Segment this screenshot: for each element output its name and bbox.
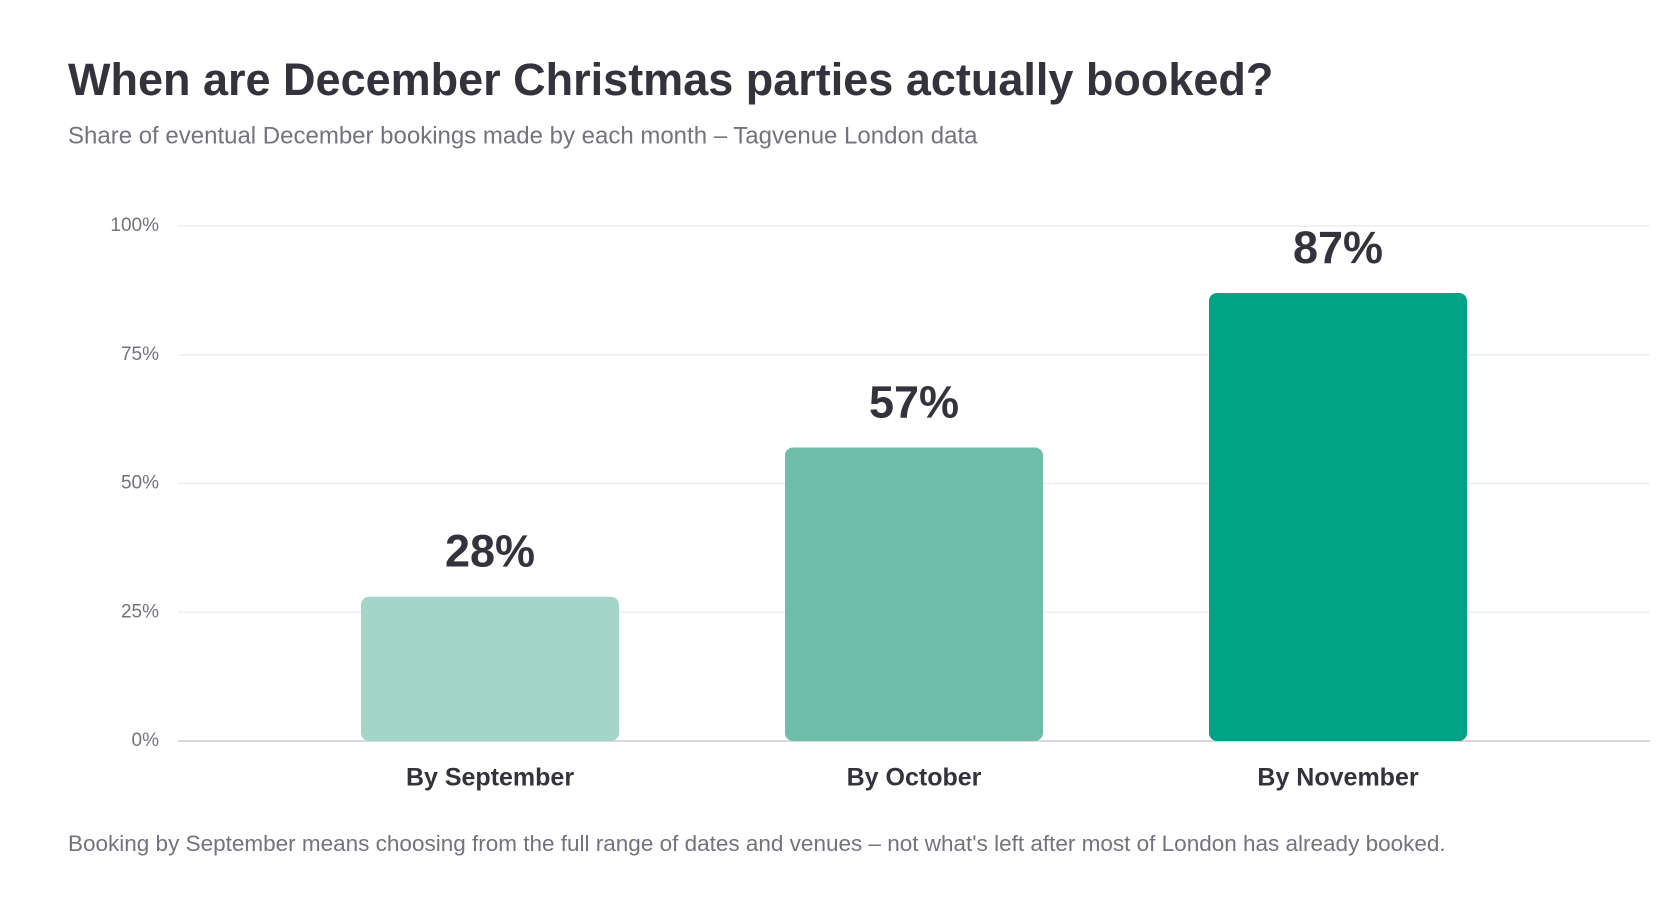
- value-label: 87%: [1293, 222, 1383, 273]
- y-tick-label: 0%: [132, 730, 160, 751]
- bar: [1209, 292, 1467, 741]
- y-tick-label: 100%: [110, 215, 159, 236]
- annotation: Booking by September means choosing from…: [68, 831, 1446, 856]
- y-tick-label: 25%: [121, 601, 159, 622]
- y-tick-label: 75%: [121, 344, 159, 365]
- value-label: 57%: [869, 376, 959, 427]
- chart-title: When are December Christmas parties actu…: [68, 54, 1273, 105]
- value-label: 28%: [445, 526, 535, 577]
- bar: [361, 596, 619, 741]
- x-tick-label: By October: [847, 764, 982, 792]
- chart-subtitle: Share of eventual December bookings made…: [68, 122, 978, 149]
- x-tick-label: By September: [406, 764, 574, 792]
- y-tick-label: 50%: [121, 473, 159, 494]
- x-tick-label: By November: [1257, 764, 1418, 792]
- bar: [785, 447, 1043, 741]
